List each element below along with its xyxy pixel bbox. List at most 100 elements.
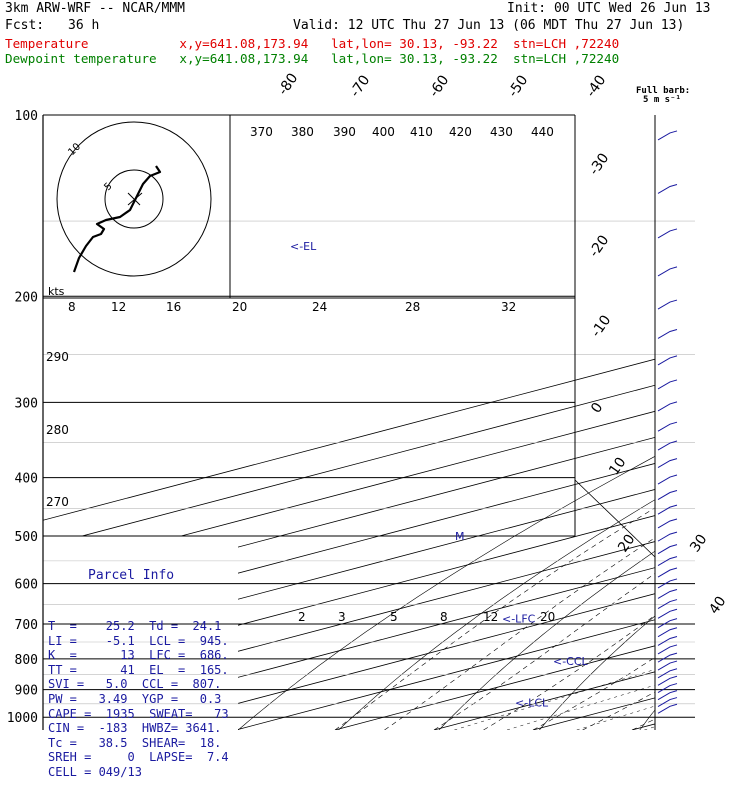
parcel-info-row: K = 13 LFC = 686. [48, 648, 238, 663]
wind-barb [658, 669, 677, 678]
hodograph-scale-label: 8 [68, 300, 76, 314]
wind-barb [658, 704, 677, 713]
isotherm-label: 10 [606, 455, 629, 479]
parcel-info-row: CELL = 049/13 [48, 765, 238, 780]
isotherm-label: -30 [586, 150, 612, 178]
wind-key-units: 5 m s⁻¹ [643, 95, 681, 105]
wind-barb [658, 491, 677, 500]
hodograph-scale-label: 12 [111, 300, 126, 314]
wind-barb [658, 653, 677, 662]
theta-label: 370 [250, 125, 273, 139]
mixing-ratio-label: 12 [483, 610, 498, 624]
pressure-tick-label: 300 [15, 396, 38, 411]
isotherm-line [335, 115, 740, 730]
wind-barb [658, 645, 677, 654]
wind-barb [658, 636, 677, 645]
hodograph-scale-label: 32 [501, 300, 516, 314]
parcel-info-title: Parcel Info [88, 569, 238, 584]
isotherm-label: 40 [706, 594, 729, 618]
wind-barb [658, 422, 677, 431]
wind-barb [658, 519, 677, 528]
hodograph-kts-label: kts [48, 285, 65, 298]
isotherm-label: -40 [583, 72, 609, 100]
pressure-tick-label: 900 [15, 684, 38, 699]
pressure-tick-label: 500 [15, 530, 38, 545]
mixing-ratio-label: 3 [338, 610, 346, 624]
mixing-ratio-label: 8 [440, 610, 448, 624]
isotherm-label: 0 [588, 400, 606, 416]
isotherm-label: -10 [588, 312, 614, 340]
pressure-tick-label: 800 [15, 653, 38, 668]
isotherm-label: -20 [586, 232, 612, 260]
parcel-info-row: SVI = 5.0 CCL = 807. [48, 677, 238, 692]
pressure-tick-label: 700 [15, 618, 38, 633]
wind-barb [658, 619, 677, 628]
parcel-info-row: T = 25.2 Td = 24.1 [48, 619, 238, 634]
hodograph-panel [43, 115, 230, 298]
moist-adiabat-line [583, 296, 740, 730]
moist-adiabat-line [335, 296, 740, 730]
theta-side-label: 280 [46, 423, 69, 437]
mixing-ratio-label: 2 [298, 610, 306, 624]
level-marker-label: <-EL [290, 240, 317, 253]
moist-adiabat-line [484, 296, 740, 730]
theta-side-label: 290 [46, 350, 69, 364]
theta-label: 420 [449, 125, 472, 139]
hodograph-scale-label: 20 [232, 300, 247, 314]
wind-barb [658, 356, 677, 365]
level-marker-label: <-LFC [502, 613, 536, 626]
isotherm-label: -60 [426, 72, 452, 100]
wind-barb [658, 661, 677, 670]
level-marker-label: <-LCL [515, 696, 549, 709]
theta-label: 410 [410, 125, 433, 139]
parcel-info-row: CAPE = 1935 SWEAT= 73 [48, 707, 238, 722]
mixing-ratio-label: 20 [540, 610, 555, 624]
dry-adiabat-line [539, 115, 740, 730]
wind-barb [658, 402, 677, 411]
isotherm-label: -50 [505, 72, 531, 100]
wind-barb [658, 505, 677, 514]
hodograph-scale-label: 16 [166, 300, 181, 314]
theta-label: 400 [372, 125, 395, 139]
isotherm-label: -80 [275, 70, 301, 98]
wind-barb [658, 380, 677, 389]
theta-label: 440 [531, 125, 554, 139]
wind-barb [658, 267, 677, 276]
isotherm-line [533, 115, 740, 730]
theta-label: 390 [333, 125, 356, 139]
parcel-info-row: LI = -5.1 LCL = 945. [48, 634, 238, 649]
wind-barb [658, 628, 677, 637]
parcel-info-row: TT = 41 EL = 165. [48, 663, 238, 678]
wind-barb [658, 475, 677, 484]
marker-m: M [455, 530, 465, 543]
wind-barb [658, 329, 677, 338]
theta-side-label: 270 [46, 495, 69, 509]
parcel-info-row: SREH = 0 LAPSE= 7.4 [48, 750, 238, 765]
isotherm-line [632, 115, 740, 730]
isotherm-label: 20 [615, 532, 638, 556]
theta-label: 380 [291, 125, 314, 139]
dry-adiabat-line [439, 115, 740, 730]
wind-barb [658, 229, 677, 238]
parcel-info-row: Tc = 38.5 SHEAR= 18. [48, 736, 238, 751]
pressure-tick-label: 400 [15, 472, 38, 487]
pressure-tick-label: 1000 [7, 711, 38, 726]
wind-barb [658, 568, 677, 577]
pressure-tick-label: 600 [15, 578, 38, 593]
mixing-ratio-label: 5 [390, 610, 398, 624]
parcel-info-row: CIN = -183 HWBZ= 3641. [48, 721, 238, 736]
wind-barb [658, 459, 677, 468]
wind-barb [658, 131, 677, 140]
wind-barb [658, 545, 677, 554]
moist-adiabat-line [731, 296, 740, 730]
isotherm-line [731, 115, 740, 730]
pressure-tick-label: 100 [15, 109, 38, 124]
isotherm-label: -70 [347, 72, 373, 100]
level-marker-label: <-CCL [553, 655, 589, 668]
theta-label: 430 [490, 125, 513, 139]
wind-barb [658, 184, 677, 193]
wind-barb [658, 300, 677, 309]
moist-adiabat-line [682, 296, 740, 730]
wind-barb [658, 609, 677, 618]
